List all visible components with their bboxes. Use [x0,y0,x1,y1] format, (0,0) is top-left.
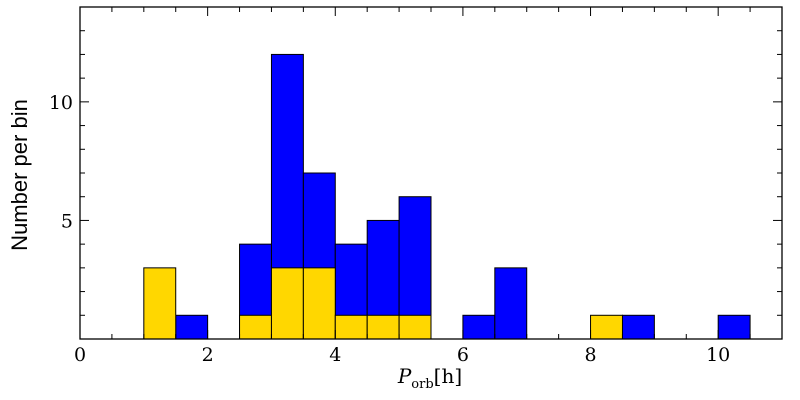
tick-labels-layer: 0 2 4 6 8 10 5 10 [49,92,730,366]
yellow-bar [302,267,336,340]
yellow-bar [270,267,304,340]
x-tick-label: 10 [706,344,730,366]
ticks-layer [79,7,783,339]
y-tick-label: 5 [61,210,73,232]
yellow-bar [143,267,177,340]
blue-bar [717,314,751,340]
x-tick-label: 2 [202,344,214,366]
x-axis-label-main: P [397,364,412,388]
yellow-bar [366,314,400,340]
bars-layer [143,53,751,340]
x-axis-label: Porb[h] [397,364,462,392]
x-axis-label-unit: [h] [434,364,463,388]
yellow-bar [239,314,272,340]
yellow-bar [398,314,432,340]
x-tick-label: 0 [74,344,86,366]
y-axis-label: Number per bin [7,99,32,251]
yellow-bar [334,314,368,340]
blue-bar [621,314,655,340]
blue-bar [175,314,209,340]
x-axis-label-sub: orb [411,377,433,392]
x-tick-label: 8 [584,344,596,366]
blue-bar [494,267,528,340]
y-tick-label: 10 [49,92,73,114]
x-tick-label: 6 [457,344,469,366]
blue-bar [462,314,496,340]
yellow-bar [590,314,623,340]
x-tick-label: 4 [329,344,341,366]
